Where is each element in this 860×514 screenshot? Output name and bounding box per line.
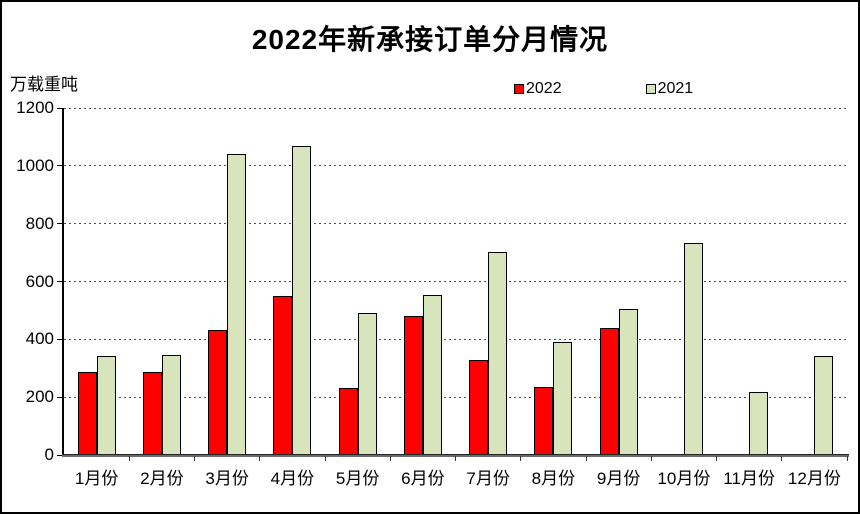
plot-area: 1月份 2月份 3月份 4月份 5月份 6月份 7月份 8月份 9月份 10月份 11月份 12月份 [57, 107, 849, 488]
legend-swatch-icon [645, 84, 656, 94]
bar-2021-3月份 [227, 153, 247, 454]
bar-2021-9月份 [618, 308, 638, 454]
x-axis-label-9月份: 9月份 [596, 469, 641, 488]
bar-2022-2月份 [142, 371, 162, 454]
bar-2022-6月份 [403, 316, 423, 454]
x-axis-label-7月份: 7月份 [466, 469, 510, 488]
gridline-1000 [64, 165, 847, 167]
bar-2021-6月份 [422, 295, 442, 454]
x-axis-label-3月份: 3月份 [205, 469, 249, 488]
x-axis-tick [259, 456, 261, 461]
bar-2022-5月份 [338, 388, 358, 454]
y-axis-tick-label: 1000 [16, 155, 54, 175]
x-axis-tick [846, 456, 848, 461]
bar-2021-8月份 [553, 341, 573, 454]
bar-2022-4月份 [273, 296, 293, 454]
x-axis-line [62, 454, 849, 457]
y-axis-tick [57, 454, 62, 456]
gridline-800 [64, 223, 847, 225]
bar-2021-10月份 [683, 242, 703, 454]
y-axis-tick-label: 600 [25, 271, 54, 291]
x-axis-label-10月份: 10月份 [657, 469, 711, 488]
y-axis-tick-label: 200 [25, 387, 54, 407]
bar-2021-11月份 [749, 391, 769, 454]
x-axis-tick [520, 456, 522, 461]
bar-2022-9月份 [599, 327, 619, 454]
gridline-200 [64, 396, 847, 398]
y-axis-line [62, 108, 64, 455]
x-axis-label-11月份: 11月份 [723, 469, 775, 488]
x-axis-label-6月份: 6月份 [401, 469, 445, 488]
x-axis-tick [128, 456, 130, 461]
chart-title: 2022年新承接订单分月情况 [251, 24, 609, 55]
bar-2022-1月份 [77, 371, 97, 454]
bar-2022-8月份 [534, 387, 554, 454]
legend-label: 2021 [657, 80, 694, 97]
legend-item-2021: 2021 [645, 80, 694, 98]
x-axis-label-8月份: 8月份 [531, 469, 576, 488]
gridline-400 [64, 338, 847, 340]
bar-2021-12月份 [814, 356, 834, 454]
bar-2021-7月份 [488, 252, 508, 454]
legend-swatch-icon [514, 84, 524, 94]
x-axis-tick [781, 456, 783, 461]
y-axis-tick [57, 165, 62, 167]
y-axis-tick [57, 223, 62, 225]
y-axis-tick-label: 1200 [16, 98, 54, 117]
bar-2021-2月份 [161, 355, 181, 454]
y-axis-tick-label: 0 [44, 445, 54, 464]
bar-2022-3月份 [208, 329, 228, 454]
bar-2021-1月份 [96, 355, 116, 454]
x-axis-tick [389, 456, 391, 461]
x-axis-label-2月份: 2月份 [140, 469, 184, 488]
x-axis-tick [194, 456, 195, 461]
x-axis-tick [324, 456, 326, 461]
x-axis-tick [650, 456, 652, 461]
y-axis-unit-label: 万载重吨 [10, 75, 78, 94]
x-axis-tick [455, 456, 456, 461]
y-axis-tick [57, 107, 62, 109]
x-axis-tick [716, 456, 717, 461]
y-axis-tick-label: 800 [25, 213, 54, 233]
bar-2021-4月份 [292, 145, 312, 454]
bar-2022-7月份 [469, 359, 489, 454]
gridline-600 [64, 281, 847, 282]
x-axis-label-12月份: 12月份 [787, 469, 841, 488]
y-axis-tick [57, 396, 62, 398]
y-axis-tick-label: 400 [25, 329, 54, 349]
x-axis-label-1月份: 1月份 [74, 469, 119, 488]
gridline-1200 [64, 107, 847, 109]
x-axis-label-4月份: 4月份 [270, 469, 315, 488]
y-axis-tick [57, 338, 62, 340]
legend: 2022 2021 [514, 80, 693, 98]
bar-2021-5月份 [357, 313, 377, 454]
y-axis-tick [57, 281, 62, 282]
legend-item-2022: 2022 [514, 80, 562, 98]
legend-label: 2022 [526, 80, 562, 97]
x-axis-tick [585, 456, 587, 461]
x-axis-label-5月份: 5月份 [335, 469, 380, 488]
